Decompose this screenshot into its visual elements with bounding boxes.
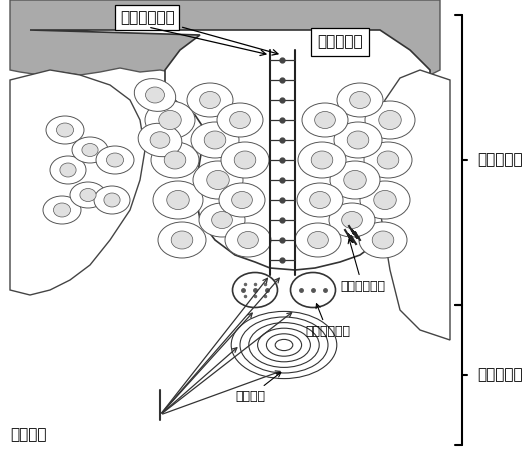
Text: 表　皮　層: 表 皮 層 [477,153,523,168]
Ellipse shape [302,103,348,137]
Ellipse shape [57,123,74,137]
Ellipse shape [337,83,383,117]
Ellipse shape [158,222,206,258]
Ellipse shape [232,191,252,208]
Ellipse shape [96,146,134,174]
Ellipse shape [207,170,229,190]
Ellipse shape [364,142,412,178]
Ellipse shape [200,91,220,108]
Ellipse shape [237,232,258,249]
Text: 真　皮　層: 真 皮 層 [477,367,523,383]
Ellipse shape [330,161,380,199]
Ellipse shape [151,142,199,178]
Ellipse shape [211,212,232,228]
Ellipse shape [50,156,86,184]
Text: 分裂中の細胞: 分裂中の細胞 [340,239,385,293]
Ellipse shape [167,191,189,209]
Ellipse shape [217,103,263,137]
Ellipse shape [187,83,233,117]
Ellipse shape [225,223,271,257]
Ellipse shape [46,116,84,144]
Ellipse shape [229,112,250,128]
Ellipse shape [134,79,176,112]
Ellipse shape [146,87,164,103]
Ellipse shape [204,131,226,149]
Ellipse shape [315,112,335,128]
Ellipse shape [82,143,98,156]
Ellipse shape [377,151,399,169]
Ellipse shape [159,111,181,129]
Ellipse shape [80,188,96,202]
Ellipse shape [54,203,70,217]
Ellipse shape [171,231,193,249]
Ellipse shape [164,151,186,169]
Ellipse shape [193,161,243,199]
Ellipse shape [94,186,130,214]
Ellipse shape [297,183,343,217]
Ellipse shape [307,232,329,249]
Polygon shape [375,70,450,340]
Text: 棚状神経終末: 棚状神経終末 [120,10,278,55]
Ellipse shape [290,272,335,308]
Polygon shape [10,70,145,295]
Text: 神経繊維: 神経繊維 [10,427,47,442]
Ellipse shape [153,181,203,219]
Ellipse shape [334,122,382,158]
Ellipse shape [342,212,363,228]
Ellipse shape [150,132,170,148]
Ellipse shape [138,123,182,157]
Text: 角　質　層: 角 質 層 [317,34,363,49]
Ellipse shape [72,137,108,163]
Text: メルケル細胞: メルケル細胞 [305,304,350,338]
Polygon shape [10,0,440,86]
Ellipse shape [379,111,401,129]
Polygon shape [30,30,430,270]
Ellipse shape [295,223,341,257]
Ellipse shape [199,203,245,237]
Ellipse shape [219,183,265,217]
Ellipse shape [365,101,415,139]
Ellipse shape [233,272,278,308]
Ellipse shape [43,196,81,224]
Ellipse shape [360,181,410,219]
Ellipse shape [311,151,333,169]
Ellipse shape [145,101,195,139]
Ellipse shape [70,182,106,208]
Ellipse shape [350,91,370,108]
Ellipse shape [372,231,394,249]
Ellipse shape [298,142,346,178]
Ellipse shape [107,153,123,167]
Text: 層板小体: 層板小体 [235,372,281,403]
Ellipse shape [347,131,369,149]
Ellipse shape [60,163,76,177]
Ellipse shape [221,142,269,178]
Ellipse shape [359,222,407,258]
Ellipse shape [191,122,239,158]
Ellipse shape [234,151,256,169]
Ellipse shape [310,191,330,208]
Ellipse shape [104,193,120,207]
Ellipse shape [374,191,396,209]
Ellipse shape [329,203,375,237]
Ellipse shape [344,170,366,190]
